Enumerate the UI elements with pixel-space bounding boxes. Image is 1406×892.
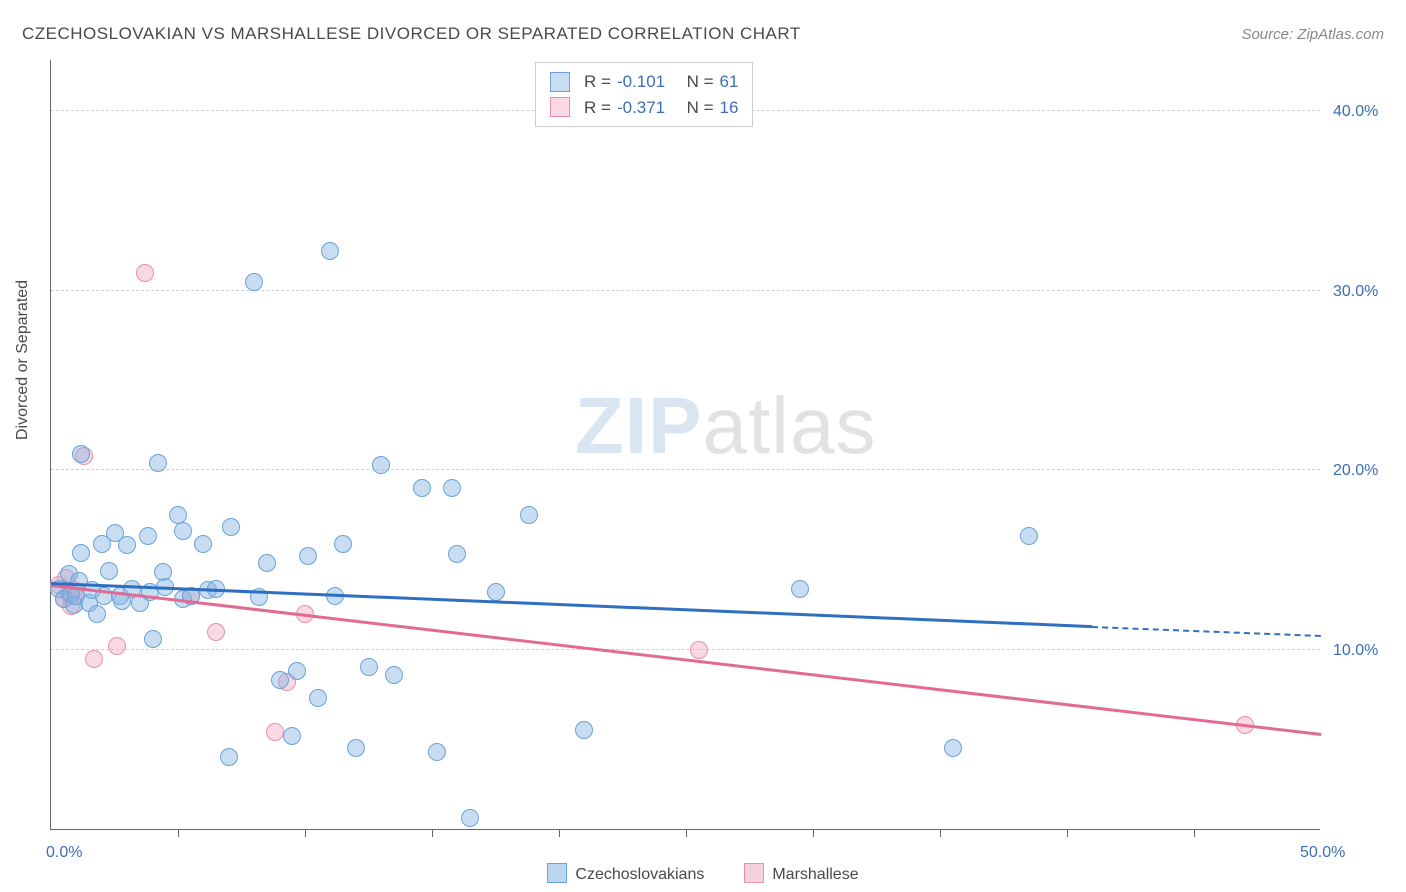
correlation-legend: R = -0.101 N = 61 R = -0.371 N = 16	[535, 62, 753, 127]
x-tick	[305, 829, 306, 837]
x-tick	[559, 829, 560, 837]
data-point-a	[118, 536, 136, 554]
data-point-a	[347, 739, 365, 757]
gridline	[51, 290, 1320, 291]
data-point-a	[299, 547, 317, 565]
y-tick-label: 20.0%	[1333, 462, 1378, 480]
y-tick-label: 40.0%	[1333, 103, 1378, 121]
x-tick	[1194, 829, 1195, 837]
data-point-a	[174, 522, 192, 540]
y-tick-label: 30.0%	[1333, 283, 1378, 301]
legend-n-value-b: 16	[720, 95, 739, 121]
data-point-a	[575, 721, 593, 739]
legend-r-label: R =	[584, 95, 611, 121]
data-point-a	[413, 479, 431, 497]
data-point-a	[222, 518, 240, 536]
data-point-a	[791, 580, 809, 598]
data-point-a	[428, 743, 446, 761]
data-point-a	[461, 809, 479, 827]
legend-n-value-a: 61	[720, 69, 739, 95]
data-point-a	[283, 727, 301, 745]
data-point-a	[1020, 527, 1038, 545]
legend-label-b: Marshallese	[772, 866, 858, 883]
data-point-a	[271, 671, 289, 689]
data-point-a	[72, 445, 90, 463]
data-point-a	[72, 544, 90, 562]
chart-header: CZECHOSLOVAKIAN VS MARSHALLESE DIVORCED …	[22, 24, 1384, 44]
x-min-label: 0.0%	[46, 844, 82, 862]
y-axis-label: Divorced or Separated	[14, 280, 32, 440]
data-point-a	[443, 479, 461, 497]
gridline	[51, 469, 1320, 470]
legend-n-label: N =	[687, 95, 714, 121]
data-point-a	[139, 527, 157, 545]
legend-swatch-a	[550, 72, 570, 92]
legend-swatch-b	[744, 863, 764, 883]
data-point-a	[448, 545, 466, 563]
data-point-a	[372, 456, 390, 474]
x-max-label: 50.0%	[1300, 844, 1345, 862]
data-point-a	[321, 242, 339, 260]
y-tick-label: 10.0%	[1333, 642, 1378, 660]
chart-title: CZECHOSLOVAKIAN VS MARSHALLESE DIVORCED …	[22, 24, 801, 44]
data-point-b	[85, 650, 103, 668]
data-point-a	[385, 666, 403, 684]
trendline-b	[51, 584, 1321, 736]
data-point-a	[220, 748, 238, 766]
data-point-b	[136, 264, 154, 282]
x-tick	[432, 829, 433, 837]
legend-label-a: Czechoslovakians	[575, 866, 704, 883]
legend-r-value-a: -0.101	[617, 69, 665, 95]
data-point-a	[288, 662, 306, 680]
x-tick	[1067, 829, 1068, 837]
legend-item-a: Czechoslovakians	[547, 863, 704, 884]
legend-swatch-b	[550, 97, 570, 117]
data-point-a	[487, 583, 505, 601]
data-point-a	[88, 605, 106, 623]
x-tick	[813, 829, 814, 837]
data-point-a	[360, 658, 378, 676]
data-point-a	[144, 630, 162, 648]
data-point-a	[194, 535, 212, 553]
legend-r-value-b: -0.371	[617, 95, 665, 121]
x-tick	[686, 829, 687, 837]
data-point-a	[334, 535, 352, 553]
legend-item-b: Marshallese	[744, 863, 858, 884]
legend-row-a: R = -0.101 N = 61	[550, 69, 738, 95]
data-point-a	[309, 689, 327, 707]
legend-r-label: R =	[584, 69, 611, 95]
data-point-a	[100, 562, 118, 580]
scatter-plot: 10.0%20.0%30.0%40.0%	[50, 60, 1320, 830]
data-point-a	[520, 506, 538, 524]
data-point-a	[149, 454, 167, 472]
chart-source: Source: ZipAtlas.com	[1241, 26, 1384, 43]
data-point-a	[944, 739, 962, 757]
x-tick	[178, 829, 179, 837]
trendline-a-extrapolated	[1092, 626, 1321, 637]
data-point-a	[258, 554, 276, 572]
data-point-b	[266, 723, 284, 741]
gridline	[51, 649, 1320, 650]
data-point-b	[108, 637, 126, 655]
data-point-a	[245, 273, 263, 291]
series-legend: Czechoslovakians Marshallese	[0, 863, 1406, 884]
x-tick	[940, 829, 941, 837]
legend-n-label: N =	[687, 69, 714, 95]
data-point-b	[207, 623, 225, 641]
legend-row-b: R = -0.371 N = 16	[550, 95, 738, 121]
legend-swatch-a	[547, 863, 567, 883]
data-point-b	[690, 641, 708, 659]
